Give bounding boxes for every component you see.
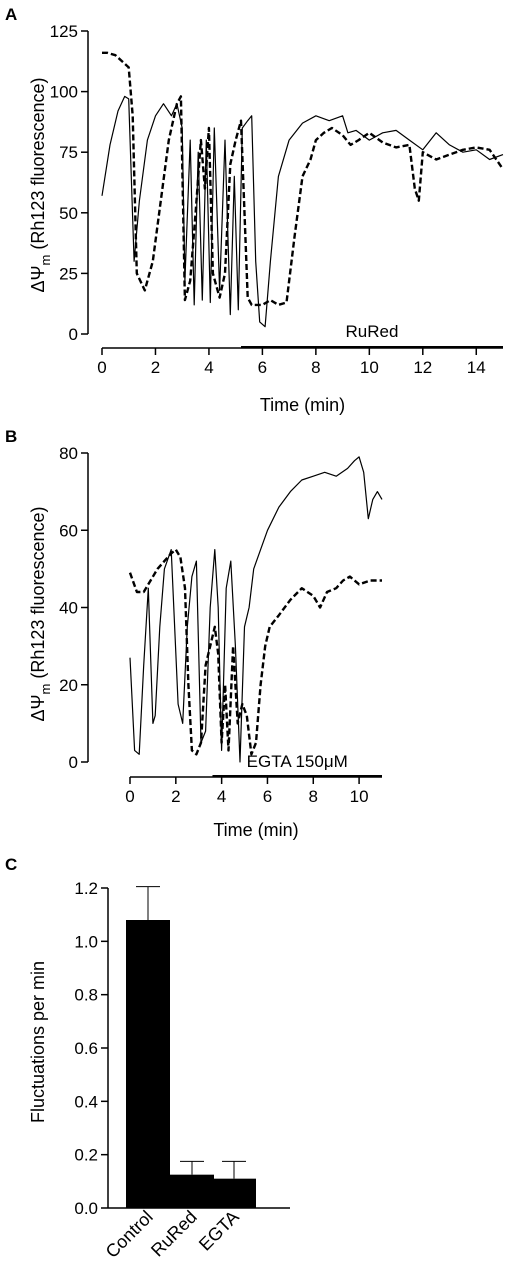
panel-b: B ΔΨm (Rh123 fluorescence) 0 20 40 60 80 0 2 4 6… (5, 427, 383, 840)
panel-c-y-axis-title: Fluctuations per min (28, 961, 48, 1123)
panel-a-x-axis-title: Time (min) (260, 395, 345, 415)
panel-c-category-label: RuRed (147, 1207, 201, 1261)
panel-b-y-axis-title: ΔΨm (Rh123 fluorescence) (28, 507, 53, 722)
panel-a-y-tick-label: 50 (59, 204, 78, 223)
panel-b-x-tick-label: 8 (309, 787, 318, 806)
panel-c: C Fluctuations per min 0.0 0.2 0.4 0.6 0.8 1.… (5, 855, 290, 1262)
panel-b-annotation-label: EGTA 150μM (247, 752, 348, 771)
panel-b-series (128, 456, 383, 763)
panel-b-ylabel-suffix: (Rh123 fluorescence) (28, 507, 48, 684)
panel-b-y-tick-label: 20 (59, 676, 78, 695)
svg-text:ΔΨm (Rh123 fluorescence): ΔΨm (Rh123 fluorescence) (28, 78, 53, 293)
panel-a-series (101, 51, 504, 328)
panel-c-y-tick-label: 0.4 (74, 1092, 98, 1111)
panel-c-y-tick-label: 1.0 (74, 932, 98, 951)
panel-a-y-axis-title: ΔΨm (Rh123 fluorescence) (28, 78, 53, 293)
panel-a-x-tick-label: 12 (413, 358, 432, 377)
panel-c-axes: 0.0 0.2 0.4 0.6 0.8 1.0 1.2 (74, 879, 290, 1218)
panel-c-y-tick-label: 0.8 (74, 986, 98, 1005)
panel-b-ylabel-sub: m (38, 684, 53, 695)
panel-a-series-dashed-line (102, 51, 504, 307)
panel-a-y-tick-label: 125 (50, 22, 78, 41)
panel-b-x-axis-title: Time (min) (213, 820, 298, 840)
panel-b-x-tick-label: 6 (263, 787, 272, 806)
panel-b-x-tick-label: 4 (217, 787, 226, 806)
panel-a-y-tick-label: 100 (50, 83, 78, 102)
panel-a-series-solid-line (101, 95, 504, 328)
panel-c-bar-egta (212, 1178, 256, 1208)
panel-a-ylabel-prefix: ΔΨ (28, 265, 48, 292)
panel-b-ylabel-prefix: ΔΨ (28, 694, 48, 721)
panel-c-y-tick-label: 1.2 (74, 879, 98, 898)
panel-a-x-tick-label: 6 (258, 358, 267, 377)
panel-c-bar-rured (170, 1174, 214, 1208)
panel-a-x-tick-label: 14 (467, 358, 486, 377)
panel-a-x-tick-label: 0 (97, 358, 106, 377)
panel-b-series-solid-line (129, 456, 383, 763)
panel-b-x-tick-label: 10 (350, 787, 369, 806)
panel-a-x-tick-label: 10 (360, 358, 379, 377)
panel-b-y-tick-label: 40 (59, 599, 78, 618)
panel-a-y-tick-label: 0 (69, 325, 78, 344)
panel-b-y-tick-label: 80 (59, 444, 78, 463)
panel-a-x-tick-label: 4 (204, 358, 213, 377)
panel-b-x-tick-label: 0 (125, 787, 134, 806)
panel-a-y-tick-label: 75 (59, 143, 78, 162)
panel-a-x-tick-label: 8 (311, 358, 320, 377)
panel-c-y-tick-label: 0.6 (74, 1039, 98, 1058)
panel-a: A ΔΨm (Rh123 fluorescence) 0255075100125… (5, 5, 504, 415)
panel-b-series-dashed-line (128, 548, 382, 756)
panel-a-ylabel-suffix: (Rh123 fluorescence) (28, 78, 48, 255)
panel-c-y-tick-label: 0.2 (74, 1146, 98, 1165)
panel-c-category-label: Control (102, 1207, 157, 1262)
panel-b-y-tick-label: 60 (59, 521, 78, 540)
panel-c-letter: C (5, 855, 17, 874)
panel-a-y-tick-label: 25 (59, 264, 78, 283)
panel-a-ylabel-sub: m (38, 255, 53, 266)
panel-a-letter: A (5, 5, 17, 24)
panel-b-y-tick-label: 0 (69, 753, 78, 772)
panel-b-letter: B (5, 427, 17, 446)
svg-text:ΔΨm (Rh123 fluorescence): ΔΨm (Rh123 fluorescence) (28, 507, 53, 722)
panel-a-annotation-label: RuRed (346, 322, 399, 341)
panel-c-category-label: EGTA (195, 1207, 243, 1255)
panel-c-bar-control (126, 920, 170, 1208)
panel-c-y-tick-label: 0.0 (74, 1199, 98, 1218)
panel-a-x-tick-label: 2 (151, 358, 160, 377)
panel-b-x-tick-label: 2 (171, 787, 180, 806)
